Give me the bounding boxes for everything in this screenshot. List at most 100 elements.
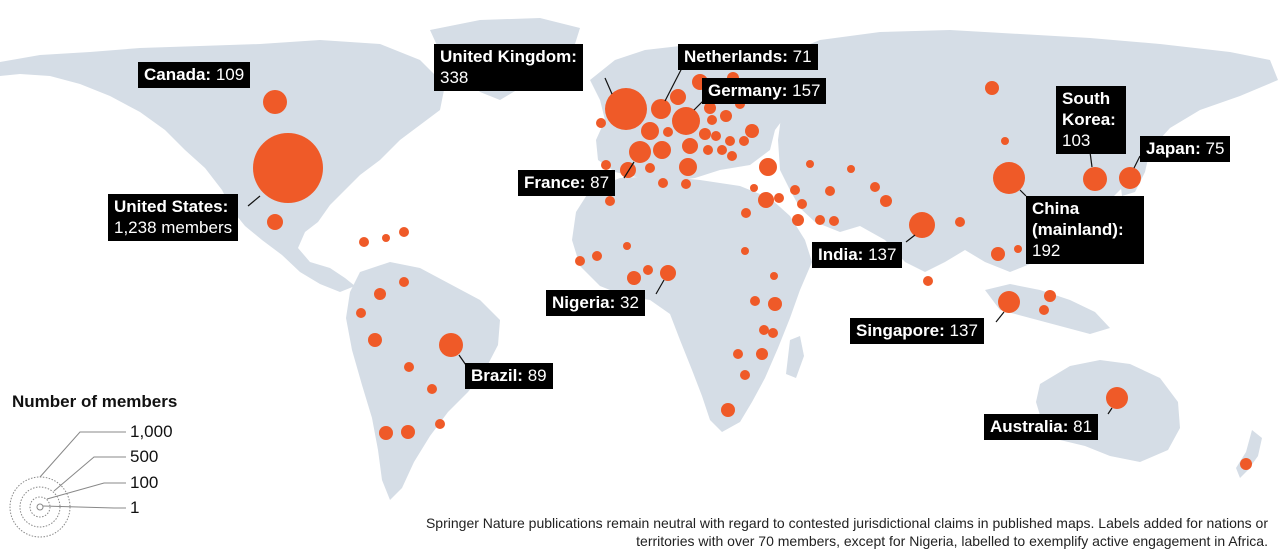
bubble xyxy=(682,138,698,154)
legend-circle-500 xyxy=(19,486,61,528)
bubble xyxy=(741,247,749,255)
label-name: Germany: xyxy=(708,81,788,100)
label-name: Japan: xyxy=(1146,139,1201,158)
bubble xyxy=(768,328,778,338)
bubble xyxy=(1240,458,1252,470)
label-netherlands: Netherlands: 71 xyxy=(678,44,818,70)
leader-netherlands xyxy=(664,63,685,102)
bubble xyxy=(382,234,390,242)
legend-line-100 xyxy=(46,482,126,500)
label-nigeria: Nigeria: 32 xyxy=(546,290,645,316)
label-germany: Germany: 157 xyxy=(702,78,827,104)
label-name: India: xyxy=(818,245,864,264)
bubble xyxy=(725,136,735,146)
bubble-germany xyxy=(672,107,700,135)
bubble xyxy=(797,199,807,209)
label-canada: Canada: 109 xyxy=(138,62,251,88)
label-name: Canada: xyxy=(144,65,212,84)
legend-line-500 xyxy=(53,456,126,492)
bubble xyxy=(374,288,386,300)
legend-tick-1: 1 xyxy=(130,498,140,517)
label-name: Netherlands: xyxy=(684,47,788,66)
bubble xyxy=(399,227,409,237)
bubble xyxy=(627,271,641,285)
north-america-landmass xyxy=(0,40,445,292)
bubble-united-states xyxy=(253,133,323,203)
south-america-landmass xyxy=(346,262,500,500)
footnote: Springer Nature publications remain neut… xyxy=(425,515,1268,549)
bubble xyxy=(740,370,750,380)
leader-united-kingdom xyxy=(604,77,613,95)
label-name: United Kingdom: xyxy=(440,47,577,66)
bubble xyxy=(720,110,732,122)
bubble xyxy=(750,296,760,306)
bubble xyxy=(806,160,814,168)
bubble xyxy=(1039,305,1049,315)
bubble xyxy=(985,81,999,95)
label-name: United States: xyxy=(114,197,229,216)
leader-united-states xyxy=(247,195,261,207)
label-value: 81 xyxy=(1073,417,1093,436)
bubble-united-kingdom xyxy=(605,88,647,130)
leader-south-korea xyxy=(1089,151,1093,168)
bubble-australia xyxy=(1106,387,1128,409)
bubble xyxy=(267,214,283,230)
leader-australia xyxy=(1107,407,1113,415)
bubble xyxy=(759,325,769,335)
bubble xyxy=(601,160,611,170)
label-value: 1,238 members xyxy=(114,218,233,237)
bubble xyxy=(739,136,749,146)
label-france: France: 87 xyxy=(518,170,616,196)
bubble xyxy=(727,151,737,161)
bubble xyxy=(359,237,369,247)
bubble xyxy=(707,115,717,125)
label-value: 137 xyxy=(868,245,897,264)
bubble xyxy=(704,102,716,114)
label-australia: Australia: 81 xyxy=(984,414,1099,440)
bubble xyxy=(758,192,774,208)
label-name: South Korea: xyxy=(1062,89,1116,129)
bubble xyxy=(399,277,409,287)
bubble xyxy=(711,131,721,141)
bubble xyxy=(759,158,777,176)
bubble xyxy=(670,89,686,105)
bubble xyxy=(679,158,697,176)
leader-india xyxy=(905,234,916,243)
bubble xyxy=(717,145,727,155)
label-value: 75 xyxy=(1205,139,1225,158)
bubble xyxy=(733,349,743,359)
bubble-canada xyxy=(263,90,287,114)
label-value: 87 xyxy=(590,173,610,192)
label-value: 192 xyxy=(1032,241,1061,260)
label-united-states: United States: 1,238 members xyxy=(108,194,239,241)
bubble xyxy=(770,272,778,280)
bubble-japan xyxy=(1119,167,1141,189)
bubble xyxy=(750,184,758,192)
bubble xyxy=(768,297,782,311)
australia-landmass xyxy=(1036,360,1180,462)
legend-circle-1 xyxy=(36,503,44,511)
bubble xyxy=(1001,137,1009,145)
label-china: China (mainland): 192 xyxy=(1026,196,1144,264)
legend-tick-1000: 1,000 xyxy=(130,422,173,441)
label-united-kingdom: United Kingdom: 338 xyxy=(434,44,583,91)
label-japan: Japan: 75 xyxy=(1140,136,1231,162)
legend-title: Number of members xyxy=(12,392,178,411)
bubble xyxy=(645,163,655,173)
label-value: 103 xyxy=(1062,131,1091,150)
bubble xyxy=(1014,245,1022,253)
label-value: 137 xyxy=(949,321,978,340)
bubble xyxy=(605,196,615,206)
leader-china xyxy=(1019,189,1027,197)
bubble xyxy=(825,186,835,196)
bubble xyxy=(923,276,933,286)
asia-landmass xyxy=(770,30,1278,272)
bubble xyxy=(790,185,800,195)
leader-france xyxy=(623,161,635,179)
legend-line-1 xyxy=(42,505,126,509)
bubble xyxy=(643,265,653,275)
bubble xyxy=(681,179,691,189)
bubble xyxy=(774,193,784,203)
bubble xyxy=(741,208,751,218)
bubble xyxy=(379,426,393,440)
